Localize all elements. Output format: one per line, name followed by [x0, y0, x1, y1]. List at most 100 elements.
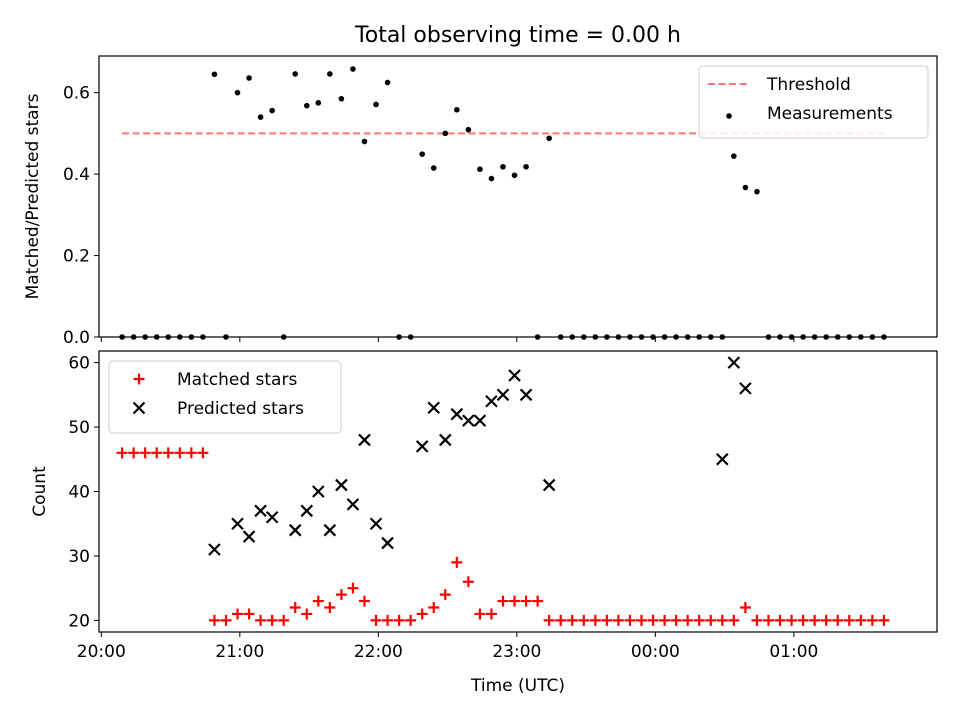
measurement-point — [846, 334, 853, 340]
x-tick-label: 20:00 — [77, 642, 126, 662]
measurement-point — [361, 138, 368, 145]
predicted-stars-point — [739, 382, 752, 395]
measurement-point — [396, 334, 402, 340]
measurement-point — [257, 114, 264, 120]
measurement-point — [454, 106, 460, 113]
matched-stars-point — [243, 608, 255, 620]
matched-stars-point — [116, 447, 128, 459]
measurement-point — [754, 188, 760, 195]
matched-stars-point — [716, 614, 728, 626]
measurement-point — [580, 334, 587, 340]
legend-box — [698, 65, 929, 139]
measurement-point — [638, 334, 645, 340]
measurement-point — [661, 334, 668, 340]
matched-stars-point — [832, 614, 844, 626]
matched-stars-point — [682, 614, 694, 626]
predicted-stars-point — [346, 498, 360, 511]
measurement-point — [534, 334, 541, 340]
matched-stars-point — [451, 556, 463, 568]
measurement-point — [350, 66, 356, 72]
measurement-point — [800, 334, 806, 340]
legend-label: Threshold — [766, 75, 851, 95]
measurement-point — [765, 334, 772, 340]
predicted-stars-point — [312, 485, 325, 498]
matched-stars-point — [509, 595, 521, 607]
measurement-point — [200, 334, 206, 340]
legend-swatch-matched — [133, 373, 145, 385]
matched-stars-point — [312, 595, 324, 607]
matched-stars-point — [301, 608, 313, 620]
matched-stars-point — [266, 614, 278, 626]
x-tick-label: 21:00 — [215, 642, 264, 662]
measurement-point — [731, 153, 737, 159]
matched-stars-point — [566, 614, 578, 626]
predicted-stars-point — [358, 433, 371, 447]
measurement-point — [419, 151, 425, 157]
matched-stars-point — [624, 614, 636, 626]
matched-stars-point — [255, 614, 267, 626]
x-tick-label: 23:00 — [492, 642, 541, 662]
predicted-stars-point — [542, 478, 556, 492]
matched-stars-point — [589, 614, 601, 626]
legend: Threshold Measurements — [698, 65, 929, 139]
legend-box — [108, 360, 342, 434]
matched-stars-point — [185, 447, 197, 459]
measurement-point — [246, 75, 252, 81]
predicted-stars-point — [208, 543, 221, 556]
measurement-point — [373, 101, 379, 108]
measurement-point — [130, 334, 137, 340]
predicted-stars-point — [254, 504, 267, 518]
x-tick-label: 22:00 — [354, 642, 403, 662]
measurement-point — [707, 334, 714, 340]
matched-stars-point — [393, 614, 405, 626]
predicted-stars-point — [450, 407, 464, 421]
measurement-point — [384, 79, 391, 86]
measurement-point — [430, 165, 437, 171]
matched-stars-point — [647, 614, 659, 626]
measurement-point — [500, 163, 506, 170]
y-tick-label: 40 — [68, 483, 90, 503]
measurement-point — [777, 334, 783, 340]
matched-stars-point — [659, 614, 671, 626]
y-tick-label: 20 — [68, 611, 90, 631]
measurement-point — [627, 334, 633, 340]
y-tick-label: 0.0 — [63, 328, 90, 348]
measurement-point — [292, 71, 299, 77]
legend-swatch-measurements — [726, 113, 732, 119]
matched-stars-point — [139, 447, 151, 459]
matched-stars-point — [485, 608, 497, 620]
measurement-point — [684, 334, 691, 340]
predicted-stars-point — [727, 356, 741, 369]
matched-stars-point — [462, 576, 474, 588]
predicted-stars-point — [369, 517, 383, 531]
measurement-point — [465, 126, 472, 133]
y-tick-label: 0.2 — [63, 247, 90, 267]
matched-stars-point — [382, 614, 394, 626]
predicted-stars-point — [508, 369, 521, 382]
matched-stars-point — [197, 447, 209, 459]
predicted-stars-point — [415, 440, 429, 453]
matched-stars-point — [405, 614, 417, 626]
measurement-point — [488, 175, 495, 182]
predicted-stars-point — [381, 536, 394, 550]
predicted-stars-point — [462, 414, 475, 427]
matched-stars-point — [774, 614, 786, 626]
measurement-point — [673, 334, 679, 340]
matched-stars-point — [786, 614, 798, 626]
measurement-point — [719, 334, 726, 340]
legend-label: Measurements — [767, 104, 893, 124]
measurement-point — [881, 334, 887, 340]
predicted-stars-point — [716, 452, 729, 466]
measurement-point — [407, 334, 414, 340]
matched-stars-point — [728, 614, 740, 626]
legend-label: Predicted stars — [177, 399, 304, 419]
legend: Matched stars Predicted stars — [108, 360, 342, 434]
measurement-point — [742, 184, 749, 191]
matched-stars-point — [809, 614, 821, 626]
measurement-point — [327, 71, 333, 77]
matched-stars-point — [497, 595, 509, 607]
measurement-point — [269, 107, 275, 114]
measurement-point — [338, 95, 345, 102]
measurement-point — [834, 334, 841, 340]
